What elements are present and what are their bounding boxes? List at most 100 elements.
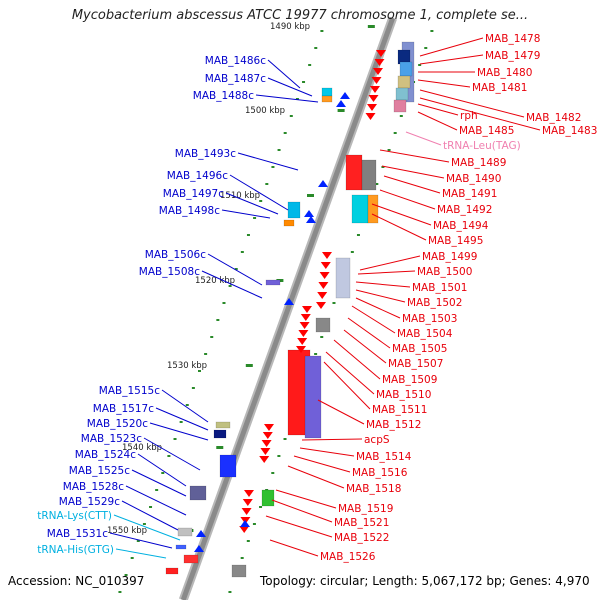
track-tick: [387, 149, 391, 151]
reverse-gene-label: MAB_1528c: [63, 481, 124, 493]
forward-cds-arrow: [240, 517, 251, 524]
forward-gene-label: MAB_1512: [366, 419, 421, 431]
forward-cds-arrow: [264, 424, 274, 431]
reverse-cds-arrow: [194, 545, 204, 552]
track-tick: [271, 472, 275, 474]
scale-tick: [216, 446, 224, 449]
forward-cds-arrow: [320, 262, 331, 269]
forward-cds-arrow: [242, 499, 253, 506]
reverse-cds-arrow: [306, 216, 316, 223]
forward-gene-label: MAB_1518: [346, 483, 401, 495]
forward-gene-label: MAB_1500: [417, 266, 472, 278]
track-tick: [149, 506, 153, 508]
forward-gene-label-leader: [405, 131, 442, 146]
forward-gene-label-leader: [381, 165, 445, 179]
forward-gene-label-leader: [357, 270, 416, 275]
track-tick: [161, 472, 165, 474]
scale-tick: [337, 109, 345, 112]
forward-gene-label-leader: [347, 317, 391, 349]
forward-gene-label: MAB_1507: [388, 358, 443, 370]
forward-gene-label: MAB_1519: [338, 503, 393, 515]
reverse-gene-label-leader: [221, 209, 271, 219]
forward-gene-label-leader: [419, 97, 541, 131]
forward-gene-block: [315, 317, 331, 333]
forward-cds-arrow: [261, 440, 272, 447]
forward-gene-label: MAB_1505: [392, 343, 447, 355]
track-tick: [350, 251, 354, 253]
forward-gene-label-leader: [355, 281, 411, 288]
forward-gene-label: MAB_1489: [451, 157, 506, 169]
track-tick: [308, 64, 312, 66]
forward-gene-label: MAB_1509: [382, 374, 437, 386]
forward-cds-arrow: [262, 432, 273, 439]
track-tick: [222, 302, 226, 304]
track-tick: [252, 523, 256, 525]
reverse-gene-label: MAB_1525c: [69, 465, 130, 477]
reverse-cds-arrow: [340, 92, 350, 99]
track-tick: [320, 30, 324, 32]
forward-gene-label-leader: [301, 438, 363, 441]
forward-gene-label: MAB_1482: [526, 112, 581, 124]
scale-label: 1540 kbp: [122, 443, 162, 453]
forward-cds-arrow: [298, 330, 309, 337]
forward-gene-label: MAB_1495: [428, 235, 483, 247]
forward-gene-label: tRNA-Leu(TAG): [443, 140, 521, 152]
forward-gene-label: MAB_1480: [477, 67, 532, 79]
forward-cds-arrow: [244, 490, 254, 497]
forward-gene-label-leader: [343, 329, 387, 364]
reverse-gene-label-leader: [237, 152, 299, 171]
reverse-gene-label-leader: [207, 253, 263, 286]
reverse-gene-label: MAB_1524c: [75, 449, 136, 461]
forward-cds-arrow: [318, 282, 329, 289]
scale-label: 1490 kbp: [270, 22, 310, 32]
backbone-line: [180, 17, 396, 600]
forward-gene-label: MAB_1502: [407, 297, 462, 309]
reverse-gene-label: MAB_1497c: [163, 188, 224, 200]
track-tick: [271, 166, 275, 168]
track-tick: [320, 336, 324, 338]
track-tick: [375, 183, 379, 185]
forward-gene-label: MAB_1526: [320, 551, 376, 563]
forward-gene-label: MAB_1485: [459, 125, 514, 137]
track-tick: [173, 438, 177, 440]
forward-gene-label-leader: [379, 149, 450, 163]
reverse-cds-arrow: [336, 100, 346, 107]
forward-gene-block: [231, 564, 247, 578]
reverse-gene-label-leader: [155, 407, 209, 431]
forward-gene-label: MAB_1490: [446, 173, 501, 185]
forward-gene-label-leader: [371, 213, 427, 241]
forward-gene-label-leader: [265, 515, 333, 538]
forward-gene-label-leader: [271, 499, 333, 523]
track-tick: [136, 540, 140, 542]
forward-gene-block: [351, 194, 369, 224]
forward-gene-label-leader: [299, 447, 355, 457]
reverse-gene-block: [219, 454, 237, 478]
reverse-cds-arrow: [196, 530, 206, 537]
reverse-gene-block: [321, 87, 333, 97]
track-tick: [253, 217, 257, 219]
forward-gene-label-leader: [419, 54, 484, 65]
forward-gene-label: MAB_1483: [542, 125, 597, 137]
forward-cds-arrow: [259, 456, 270, 463]
forward-gene-block: [335, 257, 351, 299]
reverse-track-ticks: [118, 30, 324, 593]
forward-gene-label: MAB_1491: [442, 188, 497, 200]
reverse-gene-label-leader: [121, 500, 179, 531]
track-tick: [179, 421, 183, 423]
track-tick: [191, 387, 195, 389]
track-tick: [302, 81, 306, 83]
forward-gene-label-leader: [355, 289, 406, 303]
track-tick: [198, 370, 201, 372]
track-tick: [130, 557, 134, 559]
reverse-gene-label: tRNA-His(GTG): [37, 544, 114, 556]
track-tick: [295, 98, 299, 100]
reverse-gene-label: MAB_1508c: [139, 266, 200, 278]
reverse-gene-label: MAB_1517c: [93, 403, 154, 415]
forward-cds-arrow: [260, 448, 271, 455]
forward-gene-label-leader: [293, 455, 351, 473]
forward-gene-label: MAB_1504: [397, 328, 453, 340]
track-tick: [418, 64, 422, 66]
forward-gene-label: MAB_1481: [472, 82, 527, 94]
reverse-gene-label: MAB_1515c: [99, 385, 160, 397]
